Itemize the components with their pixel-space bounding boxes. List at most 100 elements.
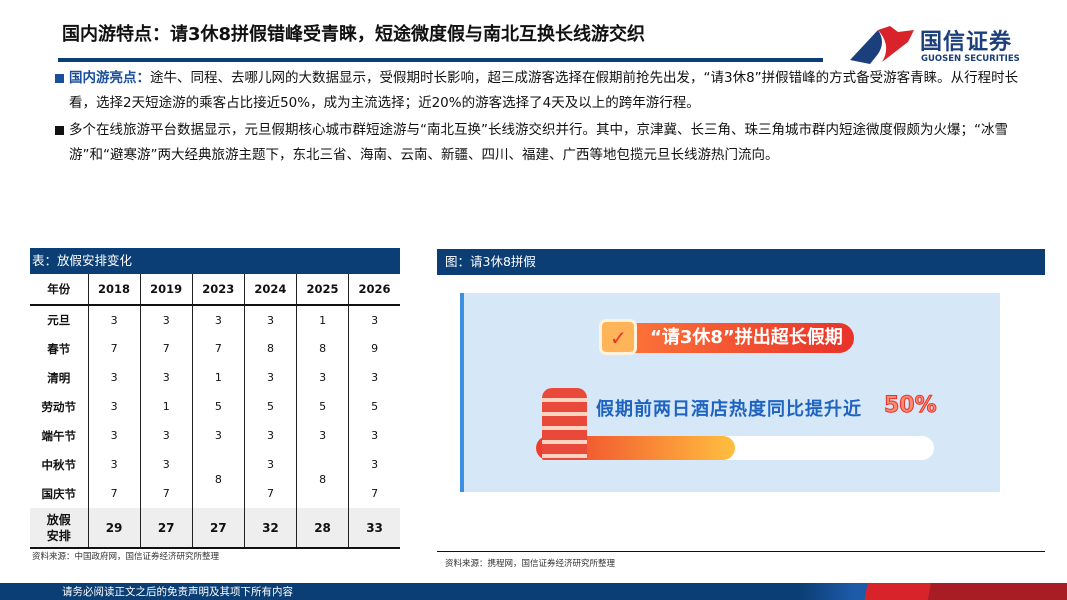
- table-cell: 1: [139, 392, 193, 421]
- bullet-list: 国内游亮点：途牛、同程、去哪儿网的大数据显示，受假期时长影响，超三成游客选择在假…: [55, 66, 1040, 170]
- calendar-check-icon: ✓: [599, 319, 637, 355]
- table-cell: 3: [243, 363, 297, 392]
- table-cell: 5: [348, 392, 400, 421]
- bullet-highlight: 国内游亮点：: [69, 70, 150, 86]
- table-cell: 3: [139, 450, 193, 479]
- column-header: 2023: [191, 274, 245, 306]
- table-cell: 3: [348, 305, 400, 334]
- bullet-text: 途牛、同程、去哪儿网的大数据显示，受假期时长影响，超三成游客选择在假期前抢先出发…: [69, 70, 1019, 111]
- table-cell: 5: [191, 392, 245, 421]
- table-cell: 3: [243, 305, 297, 334]
- table-cell: 3: [295, 421, 349, 450]
- table-cell: 5: [243, 392, 297, 421]
- table-cell: 7: [139, 334, 193, 363]
- title-divider: [58, 58, 823, 62]
- table-cell: 3: [87, 421, 141, 450]
- progress-track: [536, 436, 934, 460]
- page-title: 国内游特点：请3休8拼假错峰受青睐，短途微度假与南北互换长线游交织: [62, 24, 646, 45]
- table-cell: 32: [243, 508, 297, 549]
- table-cell: 放假 安排: [30, 508, 88, 549]
- table-cell: 1: [295, 305, 349, 334]
- column-header: 年份: [30, 274, 88, 306]
- table-cell: 端午节: [41, 428, 77, 443]
- footer-bar: 请务必阅读正文之后的免责声明及其项下所有内容: [0, 583, 1067, 600]
- table-cell: 9: [348, 334, 400, 363]
- table-row: 清明 3 3 1 3 3 3: [30, 363, 400, 392]
- infographic-percent: 50%: [884, 393, 938, 419]
- table-cell: 3: [348, 450, 400, 479]
- table-cell: 8: [243, 334, 297, 363]
- holiday-table: 年份 2018 2019 2023 2024 2025 2026 元旦 3 3 3 3 1 3 春节 7 7 7…: [30, 274, 400, 549]
- table-row: 劳动节 3 1 5 5 5 5: [30, 392, 400, 421]
- logo-cn: 国信证券: [920, 30, 1013, 55]
- table-cell: 3: [139, 363, 193, 392]
- table-cell: 7: [348, 479, 400, 508]
- table-total-row: 放假 安排 29 27 27 32 28 33: [30, 508, 400, 549]
- column-header: 2024: [243, 274, 297, 306]
- table-row: 中秋节 3 3 8 3 8 3: [30, 450, 400, 508]
- bullet-text: 多个在线旅游平台数据显示，元旦假期核心城市群短途游与“南北互换”长线游交织并行。…: [69, 122, 1008, 163]
- table-cell: 3: [87, 363, 141, 392]
- bullet-item: 多个在线旅游平台数据显示，元旦假期核心城市群短途游与“南北互换”长线游交织并行。…: [55, 118, 1040, 168]
- column-header: 2018: [87, 274, 141, 306]
- table-cell: 元旦: [47, 313, 71, 327]
- table-cell: 5: [295, 392, 349, 421]
- logo-en: GUOSEN SECURITIES: [921, 54, 1020, 64]
- table-cell: 33: [348, 508, 400, 549]
- table-cell: 3: [191, 421, 245, 450]
- figure-caption: 图：请3休8拼假: [437, 249, 1045, 275]
- table-cell: 7: [243, 479, 297, 508]
- table-caption: 表：放假安排变化: [30, 248, 400, 274]
- bullet-square-icon: [55, 126, 64, 135]
- table-cell: 3: [87, 450, 141, 479]
- table-cell: 8: [191, 450, 245, 508]
- infographic-stat: 假期前两日酒店热度同比提升近: [596, 399, 862, 420]
- table-cell: 7: [87, 479, 141, 508]
- table-cell: 中秋节: [41, 457, 77, 472]
- infographic: “请3休8”拼出超长假期 ✓ 假期前两日酒店热度同比提升近 50%: [460, 293, 1000, 492]
- table-cell: 27: [191, 508, 245, 549]
- table-cell: 3: [243, 421, 297, 450]
- table-cell: 清明: [47, 370, 71, 385]
- table-cell: 3: [348, 421, 400, 450]
- table-cell: 3: [348, 363, 400, 392]
- table-cell: 劳动节: [41, 399, 77, 414]
- column-header: 2019: [139, 274, 193, 306]
- table-cell: 3: [139, 421, 193, 450]
- table-cell: 29: [87, 508, 141, 549]
- table-row: 国庆节 7 7 7 7: [30, 479, 400, 508]
- footer-red-wedge: [817, 583, 1067, 600]
- figure-bottom-rule: [437, 551, 1045, 552]
- table-cell: 8: [295, 450, 349, 508]
- table-cell: 3: [87, 392, 141, 421]
- holiday-table-panel: 表：放假安排变化 年份 2018 2019 2023 2024 2025 2026 元旦 3 3…: [30, 248, 400, 549]
- table-cell: 7: [139, 479, 193, 508]
- table-row: 元旦 3 3 3 3 1 3: [30, 305, 400, 334]
- table-cell: 3: [139, 305, 193, 334]
- infographic-badge: “请3休8”拼出超长假期: [604, 323, 854, 353]
- table-cell: 国庆节: [41, 486, 77, 501]
- table-cell: 春节: [47, 341, 71, 356]
- table-cell: 27: [139, 508, 193, 549]
- table-cell: 3: [243, 450, 297, 479]
- table-row: 端午节 3 3 3 3 3 3: [30, 421, 400, 450]
- column-header: 2026: [348, 274, 400, 306]
- footer-disclaimer: 请务必阅读正文之后的免责声明及其项下所有内容: [62, 586, 293, 598]
- hotel-building-icon: [542, 388, 587, 460]
- figure-source: 资料来源：携程网，国信证券经济研究所整理: [445, 559, 616, 569]
- table-cell: 3: [295, 363, 349, 392]
- table-cell: 3: [191, 305, 245, 334]
- column-header: 2025: [295, 274, 349, 306]
- bullet-item: 国内游亮点：途牛、同程、去哪儿网的大数据显示，受假期时长影响，超三成游客选择在假…: [55, 66, 1040, 116]
- table-cell: 7: [191, 334, 245, 363]
- table-cell: 7: [87, 334, 141, 363]
- table-cell: 28: [295, 508, 349, 549]
- guosen-logo: 国信证券 GUOSEN SECURITIES: [848, 22, 1058, 68]
- table-row: 春节 7 7 7 8 8 9: [30, 334, 400, 363]
- logo-mark-icon: [850, 26, 914, 64]
- table-cell: 8: [295, 334, 349, 363]
- table-cell: 1: [191, 363, 245, 392]
- table-cell: 3: [87, 305, 141, 334]
- figure-panel: 图：请3休8拼假: [437, 249, 1045, 275]
- bullet-square-icon: [55, 74, 64, 83]
